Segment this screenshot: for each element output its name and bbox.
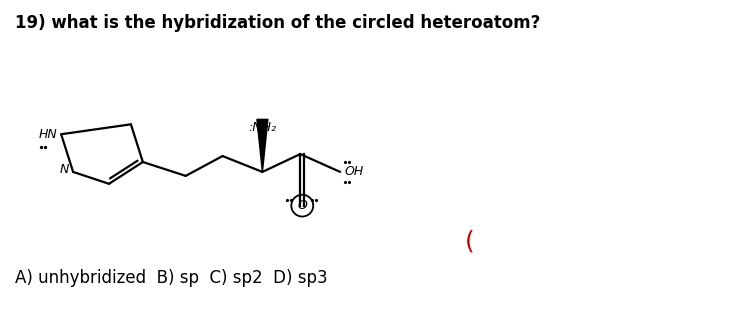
Text: O: O	[298, 199, 307, 212]
Text: 19) what is the hybridization of the circled heteroatom?: 19) what is the hybridization of the cir…	[16, 14, 541, 32]
Text: N: N	[60, 163, 69, 177]
Text: A) unhybridized  B) sp  C) sp2  D) sp3: A) unhybridized B) sp C) sp2 D) sp3	[16, 269, 328, 287]
Text: OH: OH	[344, 166, 364, 179]
Polygon shape	[257, 119, 268, 172]
Text: (: (	[464, 229, 474, 253]
Text: :NH₂: :NH₂	[249, 122, 277, 134]
Text: HN: HN	[39, 128, 57, 141]
